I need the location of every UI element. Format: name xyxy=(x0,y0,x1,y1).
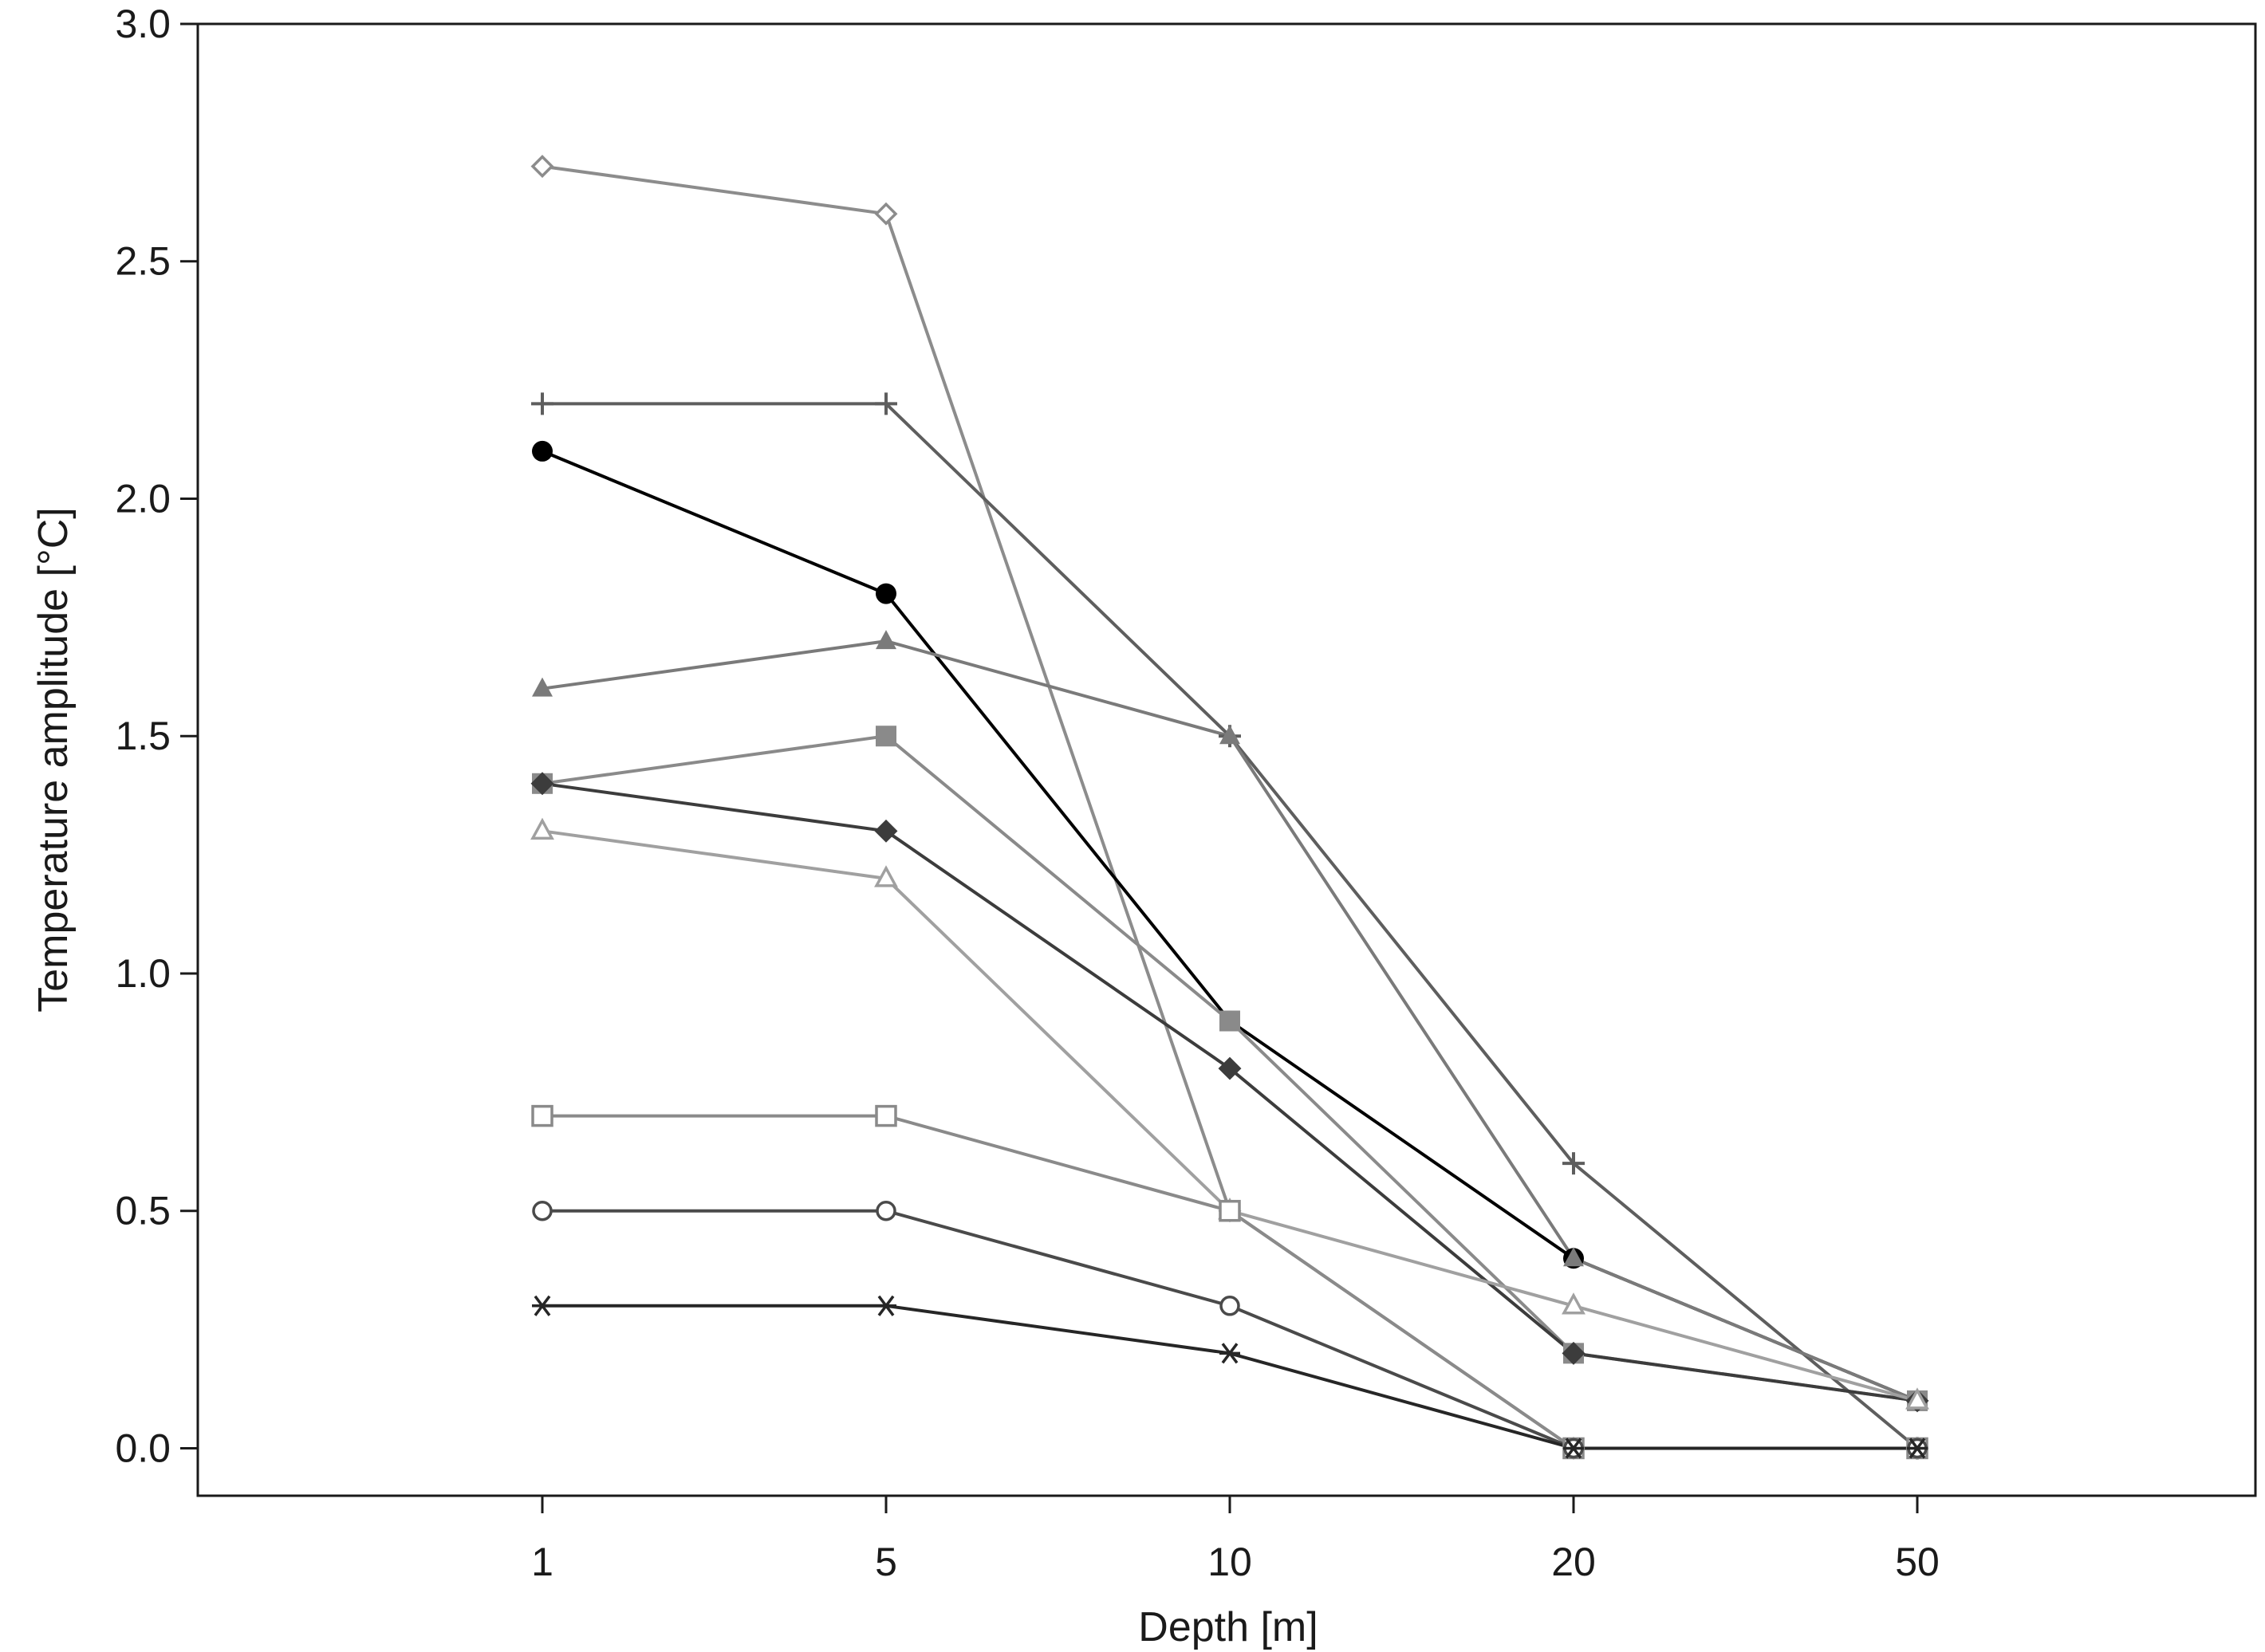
series-line-asterisk xyxy=(542,1304,1917,1450)
x-tick-label: 50 xyxy=(1895,1540,1940,1584)
marker-shape xyxy=(1218,1056,1242,1080)
marker-shape xyxy=(530,817,554,840)
data-point-filled-square xyxy=(1219,1010,1240,1032)
data-point-open-triangle xyxy=(1905,1387,1929,1410)
marker-shape xyxy=(874,865,898,887)
data-point-asterisk xyxy=(876,1295,896,1316)
data-point-open-square xyxy=(875,1104,897,1127)
data-point-open-circle xyxy=(1219,1296,1240,1316)
data-point-open-diamond xyxy=(874,202,898,226)
marker-shape xyxy=(532,677,553,697)
marker-shape xyxy=(532,440,553,462)
data-point-filled-diamond xyxy=(874,819,898,843)
series-line-open-square xyxy=(542,1114,1917,1450)
data-point-filled-triangle xyxy=(876,630,896,650)
data-point-filled-diamond xyxy=(1562,1341,1586,1365)
y-tick-label: 0.5 xyxy=(115,1189,171,1233)
marker-shape xyxy=(1563,1247,1584,1267)
x-tick-label: 20 xyxy=(1551,1540,1596,1584)
data-point-open-triangle xyxy=(1562,1292,1586,1315)
x-tick-label: 5 xyxy=(875,1540,897,1584)
data-point-plus xyxy=(1562,1152,1585,1175)
marker-shape xyxy=(1909,1438,1926,1459)
marker-shape xyxy=(876,583,896,604)
marker-shape xyxy=(534,1295,551,1316)
data-point-plus xyxy=(531,392,553,415)
marker-shape xyxy=(532,1200,553,1221)
marker-shape xyxy=(875,1104,897,1127)
marker-shape xyxy=(1221,1343,1239,1364)
y-axis-title: Temperature amplitude [°C] xyxy=(30,507,77,1013)
data-point-open-circle xyxy=(876,1200,896,1221)
x-axis-title: Depth [m] xyxy=(1138,1604,1318,1650)
data-point-asterisk xyxy=(532,1295,553,1316)
marker-shape xyxy=(1562,1341,1586,1365)
marker-shape xyxy=(530,155,554,179)
y-tick-label: 1.5 xyxy=(115,714,171,758)
data-point-filled-triangle xyxy=(532,677,553,697)
data-point-asterisk xyxy=(1907,1438,1928,1459)
marker-shape xyxy=(1219,725,1240,745)
series-line-filled-circle xyxy=(542,450,1918,1402)
marker-shape xyxy=(530,772,554,796)
data-point-filled-diamond xyxy=(1218,1056,1242,1080)
data-point-asterisk xyxy=(1563,1438,1584,1459)
marker-shape xyxy=(1905,1387,1929,1410)
series-line-plus xyxy=(542,402,1919,1450)
y-tick-label: 2.5 xyxy=(115,239,171,284)
data-point-open-square xyxy=(531,1104,553,1127)
data-point-open-triangle xyxy=(874,865,898,887)
series-line-open-diamond xyxy=(542,164,1917,1450)
marker-shape xyxy=(531,1104,553,1127)
marker-shape xyxy=(876,630,896,650)
x-tick-label: 10 xyxy=(1207,1540,1252,1584)
data-point-filled-triangle xyxy=(1219,725,1240,745)
marker-shape xyxy=(1219,1010,1240,1032)
data-point-open-triangle xyxy=(530,817,554,840)
y-tick-label: 0.0 xyxy=(115,1426,171,1470)
y-tick-label: 1.0 xyxy=(115,951,171,996)
data-point-filled-square xyxy=(876,726,896,747)
y-tick-label: 2.0 xyxy=(115,476,171,521)
marker-shape xyxy=(874,202,898,226)
data-point-open-circle xyxy=(532,1200,553,1221)
y-tick-label: 3.0 xyxy=(115,2,171,46)
marker-shape xyxy=(877,1295,895,1316)
data-point-filled-circle xyxy=(876,583,896,604)
data-point-filled-diamond xyxy=(530,772,554,796)
data-point-plus xyxy=(875,392,897,415)
data-point-open-diamond xyxy=(530,155,554,179)
data-point-filled-circle xyxy=(532,440,553,462)
data-point-asterisk xyxy=(1219,1343,1240,1364)
marker-shape xyxy=(1562,1292,1586,1315)
marker-shape xyxy=(1219,1296,1240,1316)
marker-shape xyxy=(876,726,896,747)
plot-frame xyxy=(196,22,2257,1497)
marker-shape xyxy=(874,819,898,843)
x-tick-label: 1 xyxy=(531,1540,553,1584)
data-point-filled-triangle xyxy=(1563,1247,1584,1267)
marker-shape xyxy=(1565,1438,1582,1459)
series-line-open-circle xyxy=(542,1209,1917,1450)
marker-shape xyxy=(1219,1199,1241,1222)
marker-shape xyxy=(876,1200,896,1221)
data-point-open-square xyxy=(1219,1199,1241,1222)
